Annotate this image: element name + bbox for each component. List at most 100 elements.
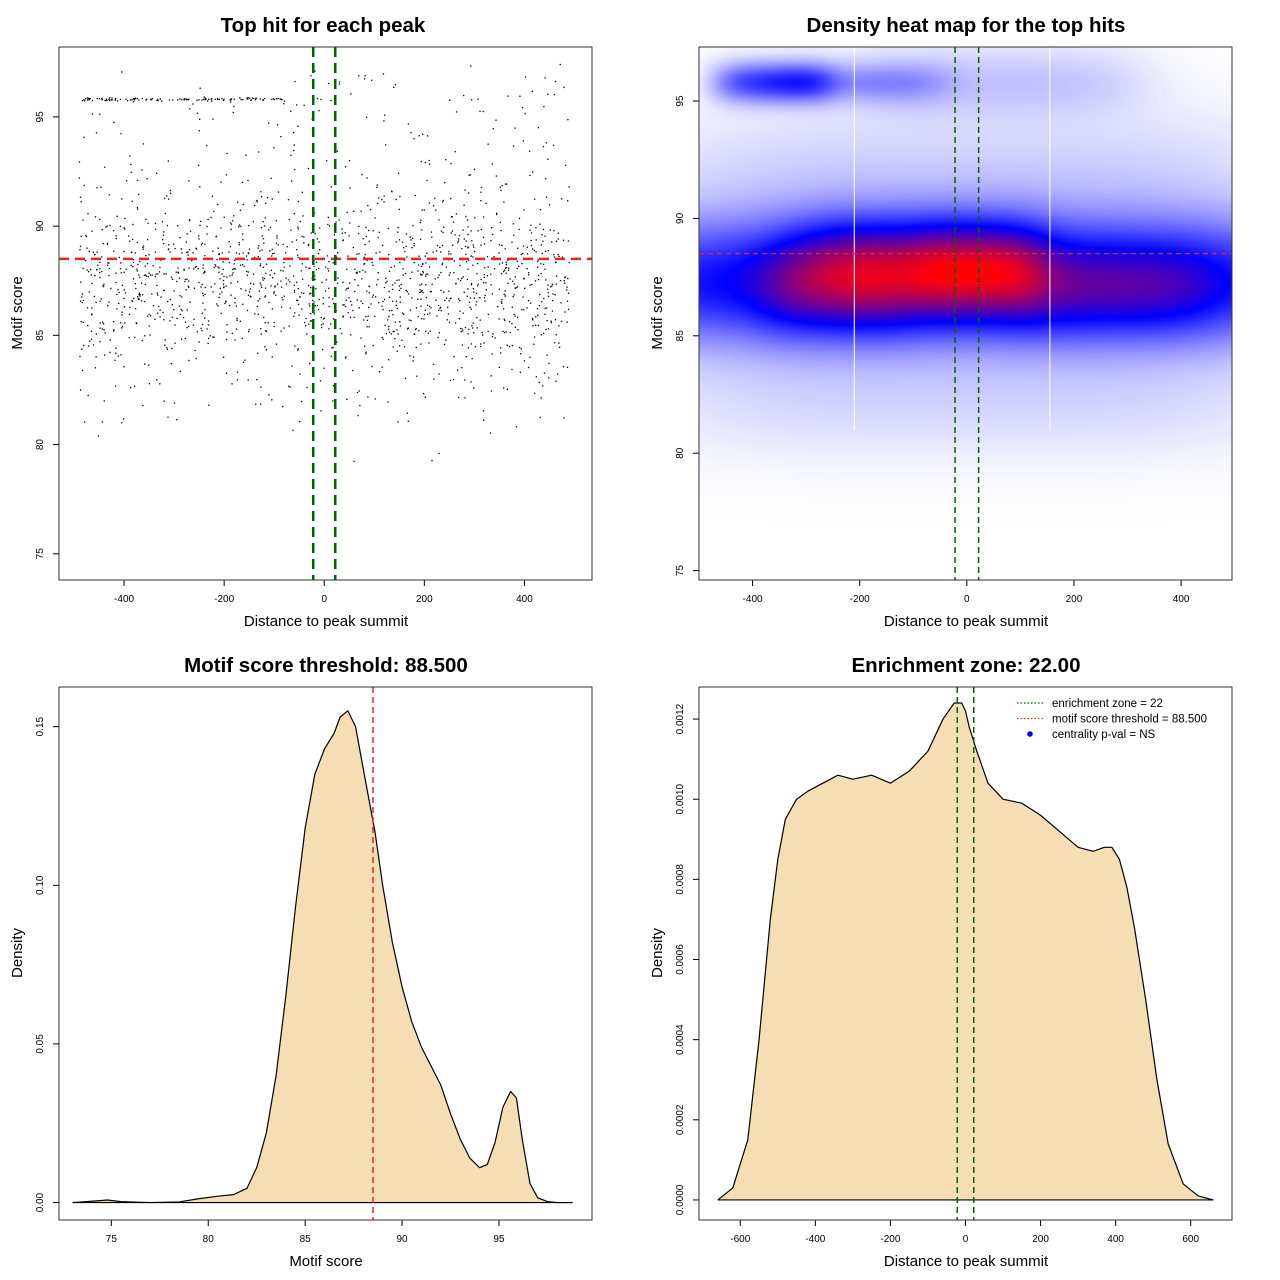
scatter-point xyxy=(528,150,531,152)
scatter-point xyxy=(187,285,189,287)
scatter-point xyxy=(79,355,81,358)
scatter-point xyxy=(242,252,244,254)
scatter-point xyxy=(346,287,348,290)
scatter-point xyxy=(218,253,221,255)
scatter-point xyxy=(470,381,472,383)
scatter-point xyxy=(420,290,423,292)
scatter-point xyxy=(308,284,310,287)
scatter-point xyxy=(536,266,539,268)
scatter-point xyxy=(239,97,241,99)
scatter-point xyxy=(357,232,360,235)
scatter-point xyxy=(439,307,441,310)
scatter-point xyxy=(518,217,521,220)
scatter-point xyxy=(223,275,225,278)
scatter-point xyxy=(528,274,530,276)
heatmap-title: Density heat map for the top hits xyxy=(807,14,1126,37)
scatter-point xyxy=(420,318,423,320)
scatter-point xyxy=(218,296,220,299)
scatter-point xyxy=(469,306,471,309)
scatter-point xyxy=(328,328,330,330)
scatter-point xyxy=(189,219,191,222)
scatter-point xyxy=(350,334,352,336)
scatter-point xyxy=(189,230,192,232)
scatter-point xyxy=(405,233,408,235)
scatter-point xyxy=(338,219,340,221)
scatter-point xyxy=(516,267,518,270)
scatter-point xyxy=(169,320,171,322)
scatter-point xyxy=(353,316,355,318)
scatter-point xyxy=(393,86,395,88)
scatter-point xyxy=(425,284,427,286)
scatter-point xyxy=(468,174,470,176)
scatter-point xyxy=(473,387,475,389)
scatter-point xyxy=(465,240,467,242)
scatter-point xyxy=(395,300,398,302)
scatter-point xyxy=(240,288,242,290)
scatter-point xyxy=(314,305,316,307)
scatter-point xyxy=(450,162,452,165)
scatter-point xyxy=(119,322,122,324)
scatter-point xyxy=(176,418,178,421)
scatter-point xyxy=(464,379,466,381)
scatter-point xyxy=(537,324,540,327)
scatter-point xyxy=(501,299,503,301)
scatter-point xyxy=(115,281,117,284)
scatter-point xyxy=(524,287,526,289)
scatter-point xyxy=(88,250,90,253)
scatter-point xyxy=(247,96,249,99)
scatter-point xyxy=(388,328,390,330)
scatter-point xyxy=(491,163,493,165)
scatter-point xyxy=(420,219,422,221)
scatter-point xyxy=(245,289,247,292)
scatter-point xyxy=(245,255,248,257)
scatter-point xyxy=(229,99,231,101)
scatter-point xyxy=(519,95,521,97)
scatter-point xyxy=(80,235,82,237)
scatter-point xyxy=(533,343,535,345)
scatter-point xyxy=(198,341,200,343)
scatter-point xyxy=(522,252,524,255)
scatter-point xyxy=(236,319,238,321)
scatter-point xyxy=(268,394,270,396)
scatter-point xyxy=(100,298,102,300)
scatter-point xyxy=(238,224,241,226)
scatter-point xyxy=(132,238,134,241)
scatter-point xyxy=(94,275,96,277)
scatter-point xyxy=(130,163,132,166)
scatter-point xyxy=(150,98,152,100)
scatter-point xyxy=(348,235,350,237)
scatter-point xyxy=(85,234,87,237)
scatter-point xyxy=(357,284,359,287)
scatter-point xyxy=(314,232,316,235)
scatter-point xyxy=(462,312,464,314)
scatter-point xyxy=(459,299,461,302)
scatter-point xyxy=(533,392,536,395)
scatter-point xyxy=(221,273,223,275)
scatter-point xyxy=(198,130,200,132)
scatter-point xyxy=(511,322,513,325)
scatter-point xyxy=(543,106,545,108)
scatter-point xyxy=(394,84,397,86)
scatter-point xyxy=(420,298,422,300)
scatter-point xyxy=(537,260,539,263)
scatter-point xyxy=(186,326,188,329)
scatter-point xyxy=(263,242,265,244)
scatter-point xyxy=(477,283,479,285)
scatter-point xyxy=(319,249,321,251)
distance-density-ytick-label: 0.0010 xyxy=(675,783,686,814)
scatter-point xyxy=(323,317,326,319)
scatter-point xyxy=(87,97,90,100)
scatter-point xyxy=(553,229,555,232)
scatter-point xyxy=(269,250,271,252)
scatter-point xyxy=(314,70,316,72)
scatter-point xyxy=(297,348,299,350)
scatter-point xyxy=(546,307,548,309)
scatter-point xyxy=(138,294,140,296)
scatter-point xyxy=(366,177,368,179)
scatter-point xyxy=(101,256,103,258)
scatter-point xyxy=(566,321,568,323)
scatter-point xyxy=(99,261,101,263)
scatter-point xyxy=(542,263,545,265)
scatter-point xyxy=(193,268,195,270)
scatter-point xyxy=(262,238,265,240)
